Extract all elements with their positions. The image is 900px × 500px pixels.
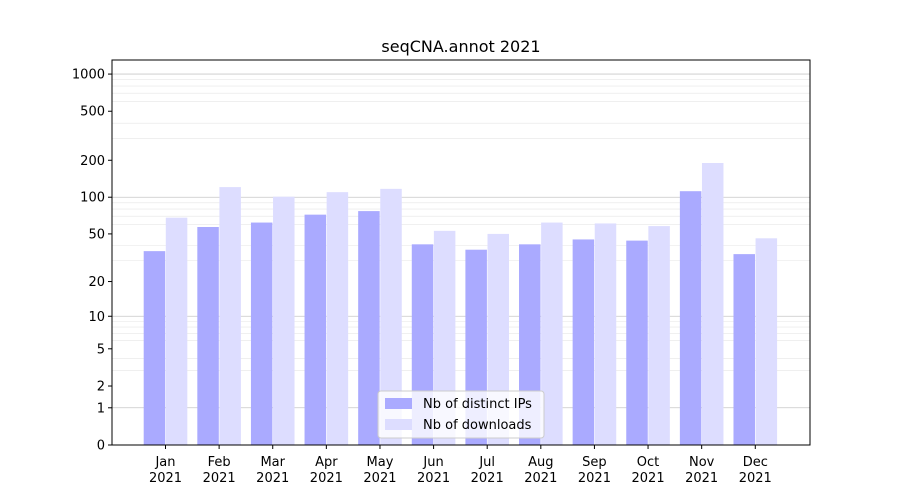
- plot-frame: [111, 59, 811, 446]
- x-tick-label-year: 2021: [149, 471, 182, 486]
- x-tick-label-month: Nov: [689, 455, 715, 470]
- x-tick-label-year: 2021: [632, 471, 665, 486]
- bar-distinct-ips-apr: [304, 214, 327, 445]
- x-tick-label-year: 2021: [471, 471, 504, 486]
- y-tick-label: 2: [97, 380, 105, 395]
- x-tick-label-month: Jan: [154, 455, 175, 470]
- x-tick-label-year: 2021: [685, 471, 718, 486]
- legend-box: [377, 390, 545, 439]
- y-tick-label: 0: [97, 439, 105, 454]
- x-tick-label-month: Oct: [637, 455, 659, 470]
- bar-downloads-feb: [219, 187, 241, 446]
- x-tick-label-month: Aug: [528, 455, 553, 470]
- x-tick-label-year: 2021: [203, 471, 236, 486]
- legend-label-distinct-ips: Nb of distinct IPs: [423, 397, 532, 412]
- x-tick-label-year: 2021: [524, 471, 557, 486]
- x-tick-label-month: May: [367, 455, 394, 470]
- bar-downloads-jan: [165, 217, 188, 445]
- x-tick-label-month: Feb: [208, 455, 231, 470]
- x-tick-label-month: Sep: [582, 455, 607, 470]
- bar-distinct-ips-jan: [143, 251, 166, 445]
- y-tick-label: 1000: [72, 68, 105, 83]
- y-tick-label: 200: [80, 154, 105, 169]
- x-tick-label-year: 2021: [578, 471, 611, 486]
- bar-downloads-apr: [326, 192, 349, 445]
- x-tick-label-month: Dec: [743, 455, 768, 470]
- bar-distinct-ips-may: [358, 211, 380, 445]
- axis-layer: 01251020501002005001000Jan2021Feb2021Mar…: [72, 68, 772, 486]
- x-tick-label-year: 2021: [739, 471, 772, 486]
- bar-downloads-mar: [273, 196, 295, 445]
- bar-distinct-ips-dec: [733, 254, 755, 445]
- bar-distinct-ips-oct: [626, 240, 648, 445]
- bar-downloads-nov: [701, 163, 724, 446]
- bar-downloads-sep: [594, 223, 617, 445]
- bar-distinct-ips-feb: [197, 226, 219, 445]
- chart-title: seqCNA.annot 2021: [381, 37, 540, 56]
- x-tick-label-month: Jun: [422, 455, 443, 470]
- legend-label-downloads: Nb of downloads: [423, 418, 532, 433]
- bar-distinct-ips-mar: [250, 222, 273, 445]
- x-tick-label-year: 2021: [417, 471, 450, 486]
- y-tick-label: 20: [88, 275, 105, 290]
- x-tick-label-year: 2021: [310, 471, 343, 486]
- y-tick-label: 100: [80, 191, 105, 206]
- legend: Nb of distinct IPs Nb of downloads: [377, 390, 545, 439]
- bar-distinct-ips-sep: [572, 239, 595, 445]
- legend-swatch-downloads: [385, 419, 412, 430]
- bar-downloads-dec: [755, 238, 778, 445]
- bar-downloads-may: [380, 188, 402, 445]
- y-tick-label: 10: [88, 310, 105, 325]
- x-tick-label-month: Mar: [260, 455, 285, 470]
- x-tick-label-month: Jul: [478, 455, 495, 470]
- x-tick-label-year: 2021: [363, 471, 396, 486]
- x-tick-label-year: 2021: [256, 471, 289, 486]
- bar-distinct-ips-nov: [679, 191, 702, 445]
- y-tick-label: 1: [97, 401, 105, 416]
- bar-downloads-aug: [541, 222, 563, 445]
- y-tick-label: 500: [80, 105, 105, 120]
- y-tick-label: 50: [88, 227, 105, 242]
- legend-swatch-distinct-ips: [385, 398, 412, 409]
- y-tick-label: 5: [97, 342, 105, 357]
- x-tick-label-month: Apr: [315, 455, 338, 470]
- bar-downloads-oct: [648, 226, 670, 445]
